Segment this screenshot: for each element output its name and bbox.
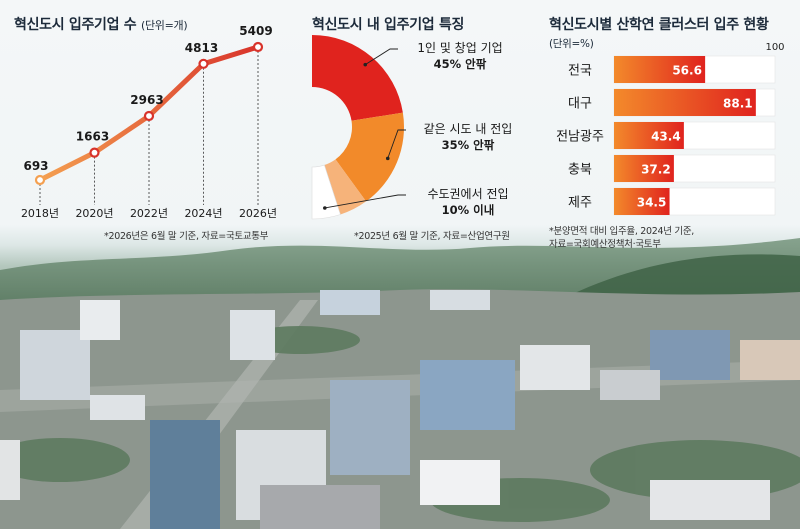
line-chart-title: 혁신도시 입주기업 수 (단위=개) — [14, 14, 188, 34]
line-chart-point — [198, 58, 209, 69]
bar — [614, 122, 684, 149]
donut-slice-value: 35% 안팎 — [442, 138, 495, 152]
bar-category-label: 제주 — [568, 196, 592, 211]
bar-value-label: 56.6 — [672, 64, 702, 78]
donut-slice-name: 같은 시도 내 전입 — [424, 122, 513, 136]
bar-chart-note-line1: *분양면적 대비 입주율, 2024년 기준, — [549, 226, 695, 237]
donut-leader-line — [387, 129, 406, 159]
line-chart-point — [34, 174, 46, 186]
line-chart-value-label: 693 — [23, 159, 48, 173]
bar-category-label: 전남광주 — [556, 130, 604, 145]
bar-value-label: 43.4 — [651, 130, 681, 144]
bar-value-label: 37.2 — [641, 163, 671, 177]
donut-slice — [311, 164, 341, 220]
line-chart-value-label: 1663 — [76, 130, 109, 144]
donut-leader-dot — [363, 62, 368, 67]
line-chart-note: *2026년은 6월 말 기준, 자료=국토교통부 — [104, 231, 269, 242]
line-chart-value-label: 4813 — [185, 41, 218, 55]
donut-slice — [312, 35, 403, 121]
donut-leader-line — [324, 194, 406, 209]
line-chart-point — [143, 110, 155, 122]
bar-category-label: 충북 — [568, 163, 592, 178]
bar-value-label: 34.5 — [637, 196, 667, 210]
bar-chart-unit: (단위=%) — [549, 38, 594, 50]
donut-leader-line — [365, 48, 398, 66]
donut-slice — [335, 112, 405, 202]
line-chart-x-label: 2022년 — [130, 207, 168, 220]
bar-chart-note-line2: 자료=국회예산정책처·국토부 — [549, 239, 661, 250]
line-chart-title-text: 혁신도시 입주기업 수 — [14, 17, 137, 33]
donut-slice-value: 10% 이내 — [442, 203, 495, 217]
donut-slice-value: 45% 안팎 — [434, 57, 487, 71]
donut-slice — [324, 159, 367, 215]
line-chart-value-label: 2963 — [130, 93, 163, 107]
line-chart-point — [89, 147, 100, 158]
donut-leader-dot — [323, 206, 327, 210]
line-chart-value-label: 5409 — [239, 24, 272, 38]
donut-leader-dot — [385, 156, 390, 161]
bar — [614, 155, 674, 182]
line-chart-point — [252, 41, 264, 53]
donut-slice-name: 수도권에서 전입 — [427, 187, 508, 201]
line-chart-x-label: 2024년 — [184, 207, 222, 220]
line-chart-x-label: 2020년 — [75, 207, 113, 220]
donut-chart-note: *2025년 6월 말 기준, 자료=산업연구원 — [354, 231, 510, 242]
bar-chart-max-label: 100 — [765, 42, 784, 53]
donut-slice-name: 1인 및 창업 기업 — [417, 41, 502, 55]
line-chart-x-label: 2026년 — [239, 207, 277, 220]
line-chart-x-label: 2018년 — [21, 207, 59, 220]
bar — [614, 56, 706, 83]
bar — [614, 89, 756, 116]
bar-category-label: 대구 — [568, 97, 592, 112]
donut-chart-title: 혁신도시 내 입주기업 특징 — [312, 17, 465, 33]
bar-value-label: 88.1 — [723, 97, 753, 111]
line-chart-unit: (단위=개) — [140, 19, 188, 32]
bar — [614, 188, 670, 215]
bar-category-label: 전국 — [568, 64, 592, 79]
bar-chart-title: 혁신도시별 산학연 클러스터 입주 현황 — [549, 17, 769, 33]
